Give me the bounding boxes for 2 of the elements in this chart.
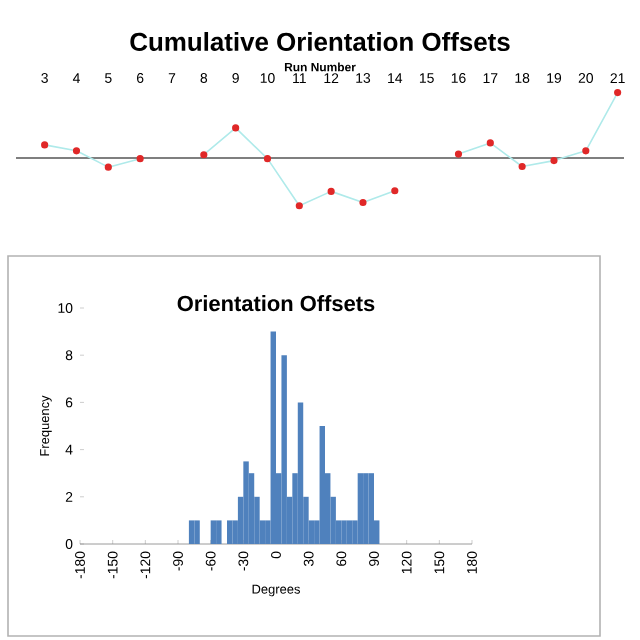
chart-title: Orientation Offsets (177, 295, 375, 312)
chart-title: Cumulative Orientation Offsets (130, 32, 510, 52)
